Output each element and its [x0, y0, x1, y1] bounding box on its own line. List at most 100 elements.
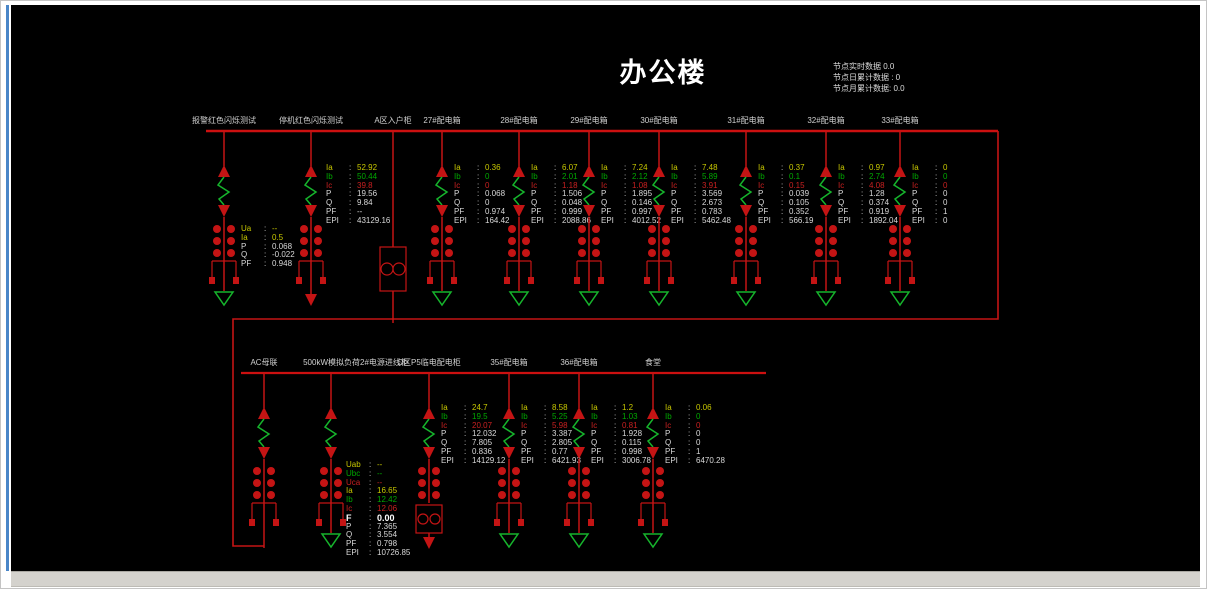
bay-symbol[interactable]: [409, 373, 449, 553]
measurement-colon: :: [477, 163, 480, 172]
left-accent-bar: [6, 5, 9, 571]
bay-symbol[interactable]: [633, 373, 673, 553]
measurement-label: P: [758, 189, 764, 199]
measurement-row: PF: --: [326, 207, 390, 217]
measurement-colon: :: [614, 446, 617, 456]
measurement-colon: :: [614, 403, 617, 412]
measurement-value: 0.048: [562, 198, 583, 208]
measurement-label: Q: [591, 438, 598, 448]
measurement-row: PF:0.948: [241, 259, 295, 269]
measurement-label: Ic: [521, 420, 528, 430]
measurement-row: Ib:2.12: [601, 172, 661, 182]
bay-symbol[interactable]: [726, 131, 766, 311]
measurement-value: 0.77: [552, 446, 568, 456]
bay-symbol[interactable]: [291, 131, 331, 311]
bay-symbol[interactable]: [639, 131, 679, 311]
measurement-colon: :: [369, 495, 372, 505]
measurement-value: 0.5: [272, 232, 284, 242]
measurement-colon: :: [264, 250, 267, 260]
measurement-value: 3006.78: [622, 455, 651, 465]
measurement-label: EPI: [531, 215, 544, 225]
measurement-label: Q: [838, 198, 845, 208]
measurement-colon: :: [781, 189, 784, 199]
measurement-value: 0.115: [622, 438, 642, 448]
measurement-colon: :: [624, 198, 627, 208]
scada-canvas: 办公楼 节点实时数据 0.0 节点日累计数据 : 0 节点月累计数据: 0.0 …: [11, 5, 1200, 571]
measurement-label: Ia: [758, 163, 765, 172]
measurement-label: Q: [531, 198, 538, 208]
bay-symbol[interactable]: [244, 373, 284, 548]
measurement-row: PF:0.798: [346, 539, 410, 549]
bay-symbol[interactable]: [489, 373, 529, 553]
measurement-label: P: [838, 189, 844, 199]
measurement-label: PF: [531, 206, 542, 216]
bay-symbol[interactable]: [880, 131, 920, 311]
measurement-row: PF:1: [912, 207, 947, 217]
measurement-colon: :: [349, 198, 352, 208]
measurement-label: Ib: [346, 495, 353, 505]
measurement-row: PF:0.974: [454, 207, 509, 217]
measurement-colon: :: [614, 455, 617, 465]
measurement-label: PF: [241, 259, 252, 269]
bay-symbol[interactable]: [373, 131, 413, 323]
bay-symbol[interactable]: [499, 131, 539, 311]
measurement-value: 0: [943, 189, 948, 199]
bay-label: 30#配电箱: [640, 116, 678, 125]
measurement-value: 1: [696, 446, 701, 456]
measurement-value: 3.554: [377, 530, 398, 540]
bay-symbol[interactable]: [311, 373, 351, 553]
measurement-value: 50.44: [357, 171, 378, 181]
measurement-label: Ic: [454, 180, 461, 190]
measurement-colon: :: [369, 460, 372, 469]
measurement-colon: :: [554, 206, 557, 216]
measurement-colon: :: [369, 539, 372, 549]
measurement-block: Ia:1.2 Ib:1.03 Ic:0.81 P:1.928 Q:0.115 PF:0.9…: [591, 403, 651, 466]
measurement-value: 1.506: [562, 189, 583, 199]
measurement-label: Ib: [671, 171, 678, 181]
bay-symbol[interactable]: [422, 131, 462, 311]
measurement-label: EPI: [912, 215, 925, 225]
measurement-label: P: [441, 429, 447, 439]
measurement-colon: :: [861, 180, 864, 190]
measurement-row: F:0.00: [346, 513, 410, 523]
horizontal-scrollbar[interactable]: [11, 571, 1200, 587]
measurement-value: 19.5: [472, 411, 488, 421]
bay-symbol[interactable]: [569, 131, 609, 311]
measurement-colon: :: [614, 411, 617, 421]
measurement-colon: :: [554, 198, 557, 208]
measurement-row: Ic:0.81: [591, 420, 651, 431]
measurement-row: EPI:566.19: [758, 216, 813, 226]
measurement-row: P:7.365: [346, 522, 410, 532]
bay-label: 29#配电箱: [570, 116, 608, 125]
measurement-value: 8.58: [552, 403, 568, 412]
measurement-label: Ia: [531, 163, 538, 172]
bay-symbol[interactable]: [806, 131, 846, 311]
measurement-row: Q: -0.022: [241, 251, 295, 260]
measurement-value: 4012.52: [632, 215, 661, 225]
measurement-row: Q:7.805: [441, 438, 505, 448]
measurement-colon: :: [624, 180, 627, 190]
measurement-row: EPI:5462.48: [671, 216, 731, 226]
measurement-label: PF: [838, 206, 849, 216]
measurement-row: Ia:7.48: [671, 163, 731, 173]
measurement-label: Ia: [521, 403, 528, 412]
measurement-row: EPI:6421.93: [521, 456, 581, 466]
bay-symbol[interactable]: [204, 131, 244, 311]
measurement-value: 52.92: [357, 163, 378, 172]
measurement-colon: :: [544, 446, 547, 456]
measurement-label: PF: [441, 446, 452, 456]
measurement-colon: :: [694, 198, 697, 208]
measurement-value: 4.08: [869, 180, 885, 190]
measurement-colon: :: [781, 180, 784, 190]
measurement-label: Ic: [671, 180, 678, 190]
measurement-label: EPI: [591, 455, 604, 465]
bay-symbol[interactable]: [559, 373, 599, 553]
measurement-label: Q: [665, 438, 672, 448]
bay-label: 500kW模拟负荷2#电源进线柜: [303, 358, 409, 367]
measurement-value: 164.42: [485, 215, 510, 225]
measurement-label: Q: [912, 198, 919, 208]
measurement-value: 0.81: [622, 420, 638, 430]
measurement-label: P: [912, 189, 918, 199]
measurement-label: Ua: [241, 224, 252, 233]
